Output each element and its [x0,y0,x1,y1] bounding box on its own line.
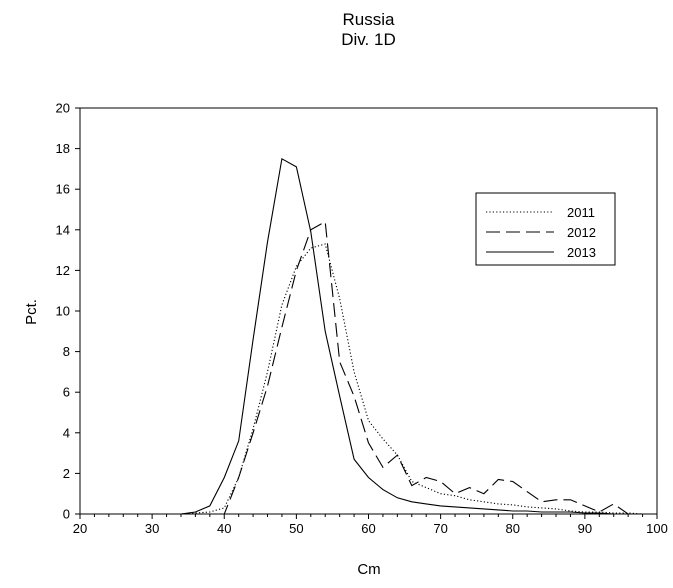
x-tick-label: 60 [361,521,375,536]
legend-box [475,192,616,266]
y-tick-label: 20 [56,101,70,116]
y-tick-label: 0 [63,507,70,522]
legend-label: 2013 [567,245,596,260]
chart-title-line-1: Russia [342,10,395,29]
x-axis-label: Cm [357,561,380,578]
x-tick-label: 100 [646,521,668,536]
chart-title-line-2: Div. 1D [341,30,396,49]
axes: 20 30 40 50 60 70 80 90 100 0 2 4 6 8 10 12 14 16 18 20 [56,101,668,537]
y-tick-label: 2 [63,466,70,481]
series-line-2012 [80,220,657,515]
series-line-2013 [80,157,657,515]
series-line-2011 [80,243,657,515]
legend: 2011 2012 2013 [475,192,616,266]
y-tick-label: 12 [56,263,70,278]
legend-label: 2011 [567,205,595,220]
series-lines [80,157,657,515]
x-tick-label: 30 [145,521,159,536]
y-tick-label: 14 [56,222,70,237]
y-tick-label: 10 [56,304,70,319]
y-axis-label: Pct. [23,299,40,325]
y-tick-label: 16 [56,182,70,197]
x-tick-label: 20 [73,521,87,536]
x-tick-label: 40 [217,521,231,536]
legend-label: 2012 [567,225,596,240]
x-tick-label: 80 [506,521,520,536]
y-tick-label: 8 [63,344,70,359]
plot-frame [79,107,658,515]
x-tick-label: 70 [433,521,447,536]
y-tick-label: 4 [63,425,70,440]
y-tick-label: 6 [63,385,70,400]
x-tick-label: 90 [578,521,592,536]
x-tick-label: 50 [289,521,303,536]
y-tick-label: 18 [56,141,70,156]
